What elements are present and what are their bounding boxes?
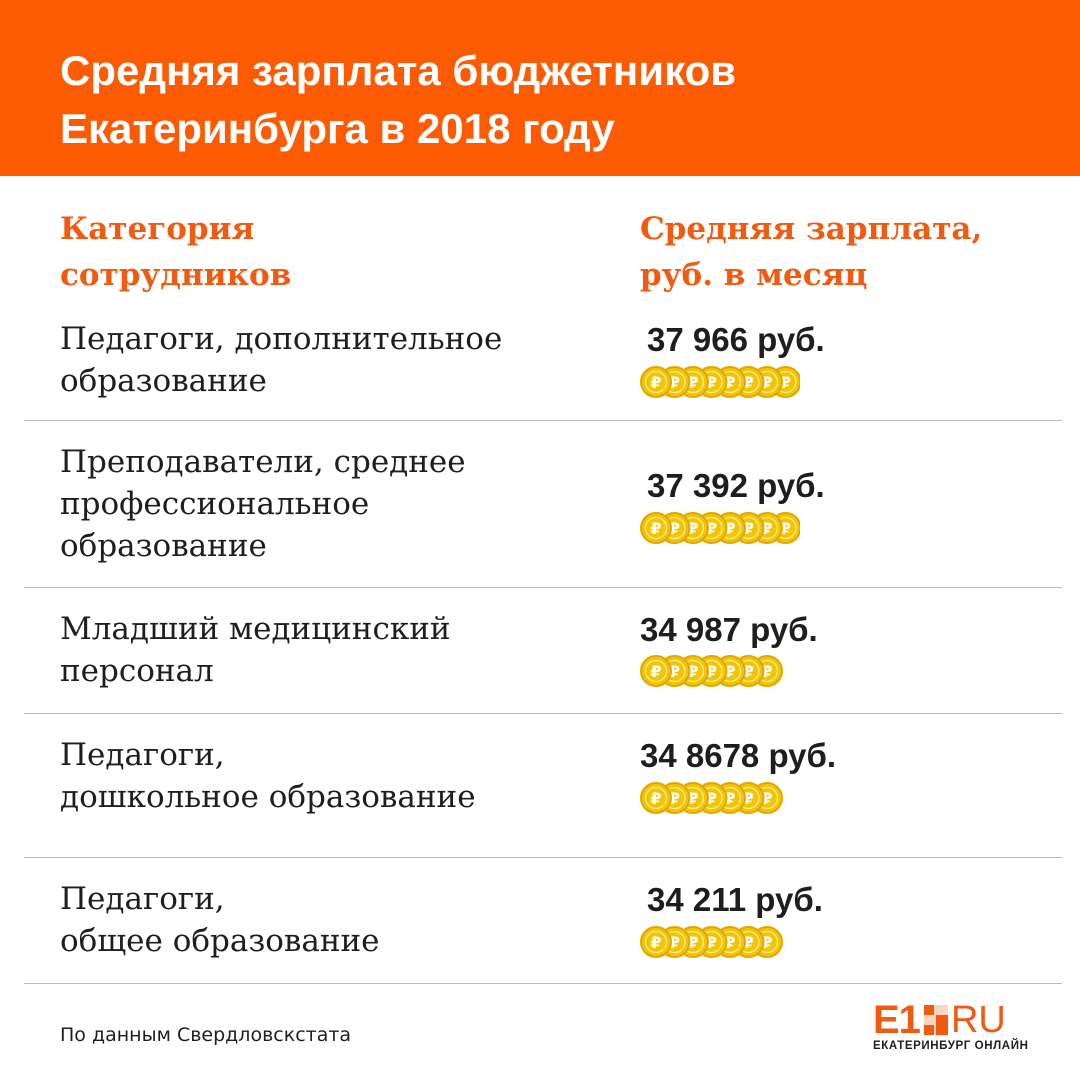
svg-text:₽: ₽ (743, 933, 754, 952)
column-header-category-line-1: Категория (60, 211, 255, 247)
title-line-1: Средняя зарплата бюджетников (60, 47, 737, 94)
svg-text:₽: ₽ (687, 662, 698, 681)
svg-text:₽: ₽ (706, 662, 717, 681)
row-5-coin-stack: ₽ ₽ ₽ ₽ ₽ ₽ ₽ (640, 926, 783, 958)
row-2-coin-stack: ₽ ₽ ₽ ₽ ₽ ₽ ₽ ₽ (640, 512, 800, 544)
e1-logo-square-icon (923, 1005, 948, 1035)
svg-text:₽: ₽ (724, 662, 735, 681)
row-3-label: Младший медицинский персонал (60, 608, 620, 692)
svg-text:₽: ₽ (687, 519, 698, 538)
row-2-label-line-2: профессиональное (60, 486, 370, 522)
e1-logo-suffix: RU (950, 999, 1006, 1041)
svg-text:₽: ₽ (687, 933, 698, 952)
svg-text:₽: ₽ (669, 373, 680, 392)
row-1-value: 37 966 руб. (647, 321, 825, 358)
row-divider-3 (24, 713, 1062, 714)
svg-text:₽: ₽ (687, 789, 698, 808)
row-divider-4 (24, 857, 1062, 858)
row-1-label: Педагоги, дополнительное образование (60, 318, 620, 402)
svg-text:₽: ₽ (743, 373, 754, 392)
svg-text:₽: ₽ (724, 933, 735, 952)
svg-text:₽: ₽ (650, 789, 661, 808)
svg-text:₽: ₽ (761, 519, 772, 538)
svg-text:₽: ₽ (669, 933, 680, 952)
row-4-coin-stack: ₽ ₽ ₽ ₽ ₽ ₽ ₽ (640, 782, 783, 814)
svg-text:₽: ₽ (743, 662, 754, 681)
e1-logo: E1 RU ЕКАТЕРИНБУРГ ОНЛАЙН (873, 1000, 1033, 1056)
row-divider-1 (24, 420, 1062, 421)
svg-text:₽: ₽ (761, 662, 772, 681)
svg-text:₽: ₽ (706, 519, 717, 538)
svg-text:₽: ₽ (706, 933, 717, 952)
row-1-coin-stack: ₽ ₽ ₽ ₽ ₽ ₽ ₽ ₽ (640, 366, 800, 398)
row-1-label-line-2: образование (60, 363, 267, 399)
row-3-label-line-2: персонал (60, 653, 214, 689)
row-5-label-line-1: Педагоги, (60, 881, 225, 917)
svg-text:₽: ₽ (650, 519, 661, 538)
column-header-salary: Средняя зарплата, руб. в месяц (640, 206, 1060, 298)
row-2-label-line-3: образование (60, 528, 267, 564)
row-1-label-line-1: Педагоги, дополнительное (60, 321, 503, 357)
svg-text:₽: ₽ (761, 373, 772, 392)
row-4-label-line-1: Педагоги, (60, 737, 225, 773)
svg-text:₽: ₽ (706, 789, 717, 808)
svg-text:₽: ₽ (780, 373, 791, 392)
column-header-category: Категория сотрудников (60, 206, 580, 298)
row-3-coin-stack: ₽ ₽ ₽ ₽ ₽ ₽ ₽ (640, 655, 783, 687)
row-5-value: 34 211 руб. (647, 881, 823, 918)
svg-text:₽: ₽ (724, 373, 735, 392)
title-banner: Средняя зарплата бюджетников Екатеринбур… (0, 0, 1080, 176)
svg-text:₽: ₽ (650, 933, 661, 952)
svg-text:₽: ₽ (780, 519, 791, 538)
row-4-label-line-2: дошкольное образование (60, 779, 476, 815)
title-line-2: Екатеринбурга в 2018 году (60, 105, 615, 152)
svg-text:₽: ₽ (669, 519, 680, 538)
row-divider-5 (24, 983, 1062, 984)
ruble-coin-icon: ₽ (640, 655, 672, 687)
row-5-label: Педагоги, общее образование (60, 878, 620, 962)
ruble-coin-icon: ₽ (640, 512, 672, 544)
svg-text:₽: ₽ (724, 519, 735, 538)
svg-text:₽: ₽ (650, 373, 661, 392)
svg-text:₽: ₽ (669, 662, 680, 681)
e1-logo-tagline: ЕКАТЕРИНБУРГ ОНЛАЙН (873, 1040, 1029, 1052)
svg-text:₽: ₽ (669, 789, 680, 808)
row-3-label-line-1: Младший медицинский (60, 611, 451, 647)
svg-text:₽: ₽ (687, 373, 698, 392)
column-header-salary-line-2: руб. в месяц (640, 257, 868, 293)
row-divider-2 (24, 587, 1062, 588)
row-2-label: Преподаватели, среднее профессиональное … (60, 441, 620, 567)
svg-text:₽: ₽ (761, 933, 772, 952)
ruble-coin-icon: ₽ (640, 926, 672, 958)
row-2-value: 37 392 руб. (647, 467, 825, 504)
svg-text:₽: ₽ (706, 373, 717, 392)
chart-title: Средняя зарплата бюджетников Екатеринбур… (60, 42, 1020, 158)
source-note: По данным Свердловскстата (60, 1024, 352, 1046)
row-5-label-line-2: общее образование (60, 923, 380, 959)
row-4-value: 34 8678 руб. (640, 737, 837, 774)
svg-text:₽: ₽ (743, 519, 754, 538)
svg-text:₽: ₽ (743, 789, 754, 808)
column-header-salary-line-1: Средняя зарплата, (640, 211, 983, 247)
ruble-coin-icon: ₽ (640, 366, 672, 398)
row-4-label: Педагоги, дошкольное образование (60, 734, 620, 818)
svg-text:₽: ₽ (761, 789, 772, 808)
svg-text:₽: ₽ (650, 662, 661, 681)
ruble-coin-icon: ₽ (640, 782, 672, 814)
row-2-label-line-1: Преподаватели, среднее (60, 444, 466, 480)
column-header-category-line-2: сотрудников (60, 257, 292, 293)
row-3-value: 34 987 руб. (640, 611, 818, 648)
e1-logo-wordmark: E1 RU (873, 1000, 1006, 1040)
e1-logo-main: E1 (873, 998, 921, 1042)
svg-text:₽: ₽ (724, 789, 735, 808)
